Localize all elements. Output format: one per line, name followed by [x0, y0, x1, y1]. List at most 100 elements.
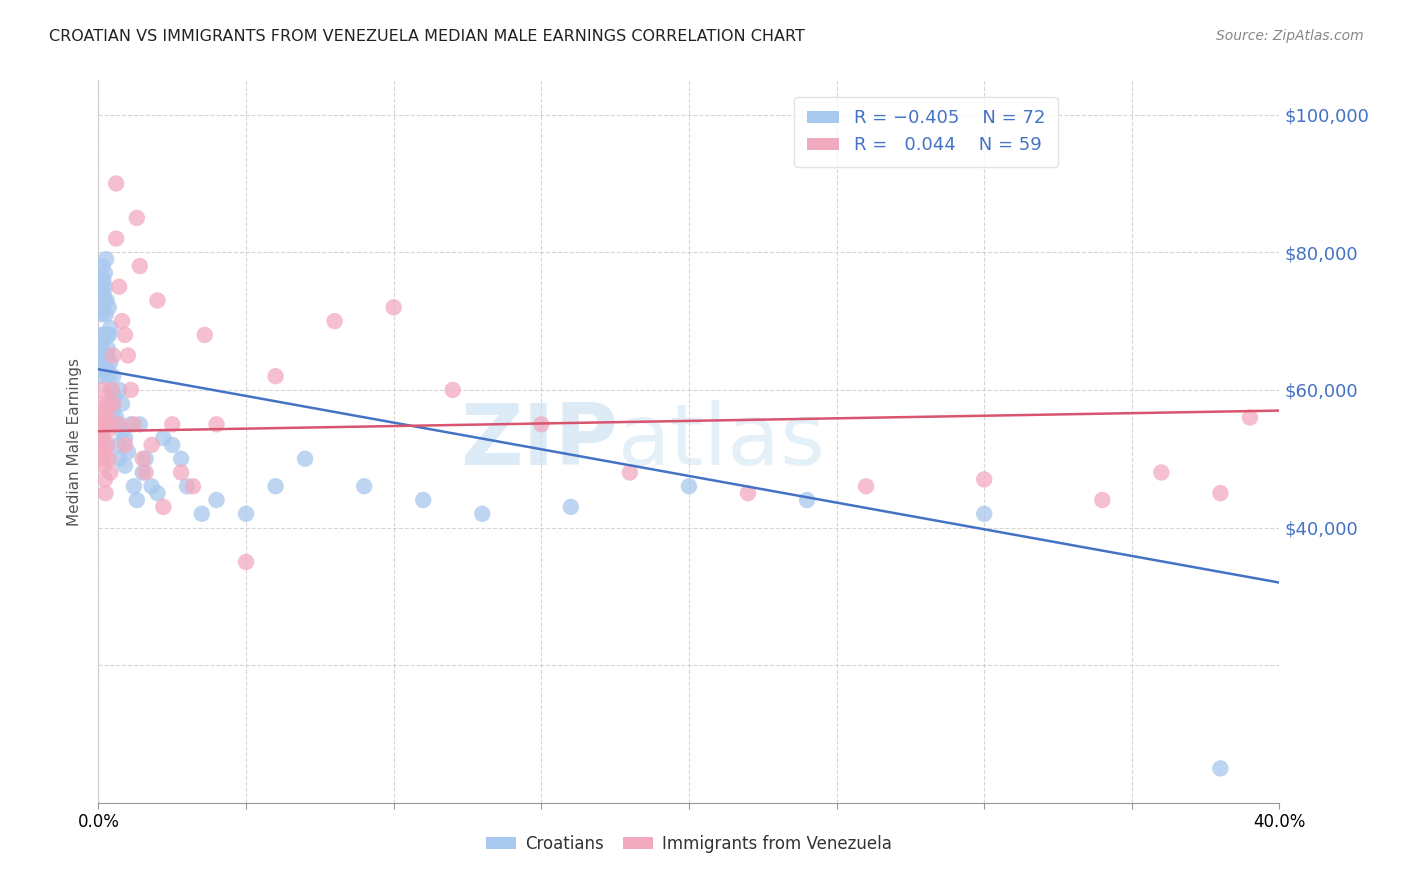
- Point: [104, 390, 127, 404]
- Point: [100, 383, 122, 397]
- Point: [105, 177, 128, 191]
- Point: [114, 458, 136, 473]
- Point: [91, 301, 114, 315]
- Point: [96, 438, 118, 452]
- Point: [128, 259, 150, 273]
- Point: [93, 349, 115, 363]
- Text: Source: ZipAtlas.com: Source: ZipAtlas.com: [1216, 29, 1364, 43]
- Text: CROATIAN VS IMMIGRANTS FROM VENEZUELA MEDIAN MALE EARNINGS CORRELATION CHART: CROATIAN VS IMMIGRANTS FROM VENEZUELA ME…: [49, 29, 806, 44]
- Point: [108, 417, 131, 432]
- Point: [176, 479, 198, 493]
- Point: [91, 259, 114, 273]
- Point: [128, 417, 150, 432]
- Point: [96, 362, 118, 376]
- Point: [97, 301, 120, 315]
- Y-axis label: Median Male Earnings: Median Male Earnings: [67, 358, 83, 525]
- Point: [141, 438, 163, 452]
- Point: [191, 507, 214, 521]
- Point: [89, 424, 111, 438]
- Point: [353, 479, 375, 493]
- Point: [89, 397, 111, 411]
- Point: [97, 451, 120, 466]
- Point: [235, 507, 257, 521]
- Point: [135, 466, 157, 480]
- Point: [1209, 761, 1232, 775]
- Point: [152, 431, 174, 445]
- Point: [441, 383, 464, 397]
- Point: [412, 493, 434, 508]
- Point: [100, 397, 122, 411]
- Point: [105, 417, 128, 432]
- Point: [89, 334, 111, 349]
- Point: [111, 424, 134, 438]
- Point: [146, 486, 169, 500]
- Point: [108, 451, 131, 466]
- Point: [1091, 493, 1114, 508]
- Point: [98, 321, 121, 335]
- Point: [108, 279, 131, 293]
- Point: [94, 307, 117, 321]
- Point: [132, 451, 155, 466]
- Point: [1209, 486, 1232, 500]
- Point: [146, 293, 169, 308]
- Point: [194, 327, 217, 342]
- Point: [122, 479, 145, 493]
- Point: [141, 479, 163, 493]
- Point: [111, 314, 134, 328]
- Point: [107, 438, 129, 452]
- Point: [93, 445, 115, 459]
- Point: [89, 369, 111, 384]
- Point: [94, 279, 117, 293]
- Point: [89, 362, 111, 376]
- Point: [96, 327, 118, 342]
- Point: [111, 397, 134, 411]
- Point: [103, 397, 125, 411]
- Point: [125, 493, 148, 508]
- Point: [90, 438, 112, 452]
- Point: [120, 383, 142, 397]
- Point: [93, 327, 115, 342]
- Point: [91, 334, 114, 349]
- Point: [170, 466, 193, 480]
- Point: [162, 438, 183, 452]
- Point: [973, 507, 995, 521]
- Point: [91, 279, 114, 293]
- Point: [471, 507, 494, 521]
- Point: [560, 500, 582, 514]
- Point: [96, 424, 118, 438]
- Point: [181, 479, 204, 493]
- Point: [796, 493, 818, 508]
- Point: [91, 273, 114, 287]
- Point: [235, 555, 257, 569]
- Point: [100, 383, 122, 397]
- Point: [114, 438, 136, 452]
- Point: [97, 342, 120, 356]
- Point: [97, 369, 120, 384]
- Point: [855, 479, 877, 493]
- Point: [94, 266, 117, 280]
- Point: [94, 403, 117, 417]
- Point: [91, 417, 114, 432]
- Point: [264, 479, 287, 493]
- Point: [205, 493, 228, 508]
- Point: [96, 349, 118, 363]
- Point: [94, 472, 117, 486]
- Point: [1150, 466, 1173, 480]
- Point: [93, 410, 115, 425]
- Point: [103, 349, 125, 363]
- Point: [122, 417, 145, 432]
- Point: [114, 327, 136, 342]
- Point: [264, 369, 287, 384]
- Point: [737, 486, 759, 500]
- Point: [91, 383, 114, 397]
- Legend: Croatians, Immigrants from Venezuela: Croatians, Immigrants from Venezuela: [479, 828, 898, 860]
- Point: [973, 472, 995, 486]
- Point: [94, 252, 117, 267]
- Point: [94, 486, 117, 500]
- Text: ZIP: ZIP: [460, 400, 619, 483]
- Point: [93, 458, 115, 473]
- Point: [205, 417, 228, 432]
- Point: [619, 466, 641, 480]
- Point: [98, 327, 121, 342]
- Point: [90, 327, 112, 342]
